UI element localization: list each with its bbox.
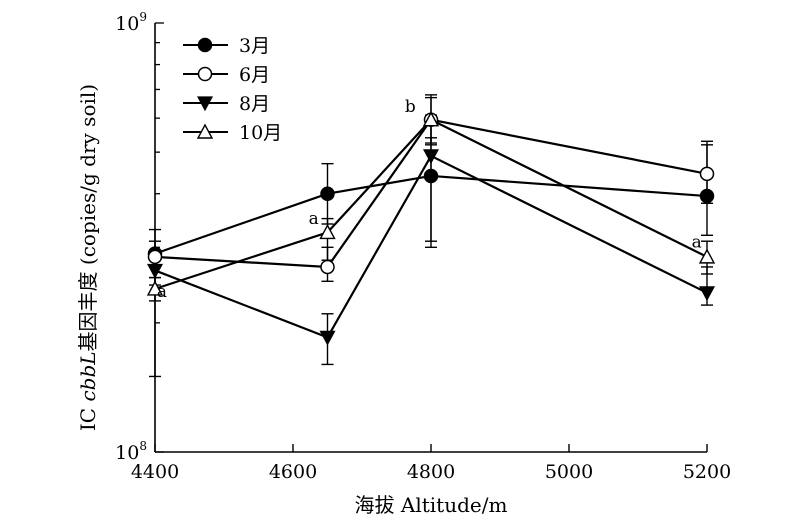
legend-label: 3月 <box>239 35 270 57</box>
data-point <box>699 166 715 182</box>
x-tick-label: 4800 <box>407 461 455 483</box>
data-point <box>422 149 440 165</box>
data-point <box>319 223 336 240</box>
data-point <box>698 248 716 264</box>
significance-labels: a a b a <box>157 97 702 302</box>
series-line <box>154 174 708 255</box>
data-point <box>422 111 440 127</box>
legend-label: 6月 <box>239 64 270 86</box>
data-point <box>320 259 335 275</box>
significance-label: a <box>157 282 167 302</box>
data-point <box>699 188 715 204</box>
x-axis-title: 海拔 Altitude/m <box>355 493 508 517</box>
data-point <box>147 249 163 265</box>
x-tick-label: 4400 <box>131 461 179 483</box>
data-point <box>423 168 439 184</box>
legend-label: 10月 <box>239 122 282 144</box>
data-point <box>320 186 335 201</box>
data-point <box>319 330 336 346</box>
data-point <box>146 263 164 279</box>
data-point <box>146 280 164 296</box>
significance-label: b <box>405 97 416 117</box>
legend-marker <box>196 123 214 139</box>
legend-marker <box>197 66 213 82</box>
data-point <box>698 286 716 302</box>
series-line <box>154 118 708 269</box>
legend: 3月 6月 8月 10月 <box>183 35 282 144</box>
series-markers <box>146 111 716 346</box>
series-lines <box>154 118 708 339</box>
x-tick-label: 4600 <box>269 461 317 483</box>
x-tick-label: 5000 <box>545 461 593 483</box>
legend-label: 8月 <box>239 93 270 115</box>
series-line <box>154 154 708 339</box>
legend-marker <box>197 37 213 53</box>
axes: 4400 4600 4800 5000 5200 108 109 海拔 Altitude/m I… <box>76 10 731 517</box>
significance-label: a <box>309 209 319 229</box>
y-tick-label: 108 <box>115 439 147 464</box>
y-tick-label: 109 <box>115 10 147 35</box>
error-bars <box>149 94 713 378</box>
y-axis-title: IC cbbL基因丰度 (copies/g dry soil) <box>76 84 100 431</box>
legend-marker <box>196 96 214 112</box>
series-line <box>154 118 708 290</box>
significance-label: a <box>692 232 702 252</box>
x-tick-label: 5200 <box>683 461 731 483</box>
